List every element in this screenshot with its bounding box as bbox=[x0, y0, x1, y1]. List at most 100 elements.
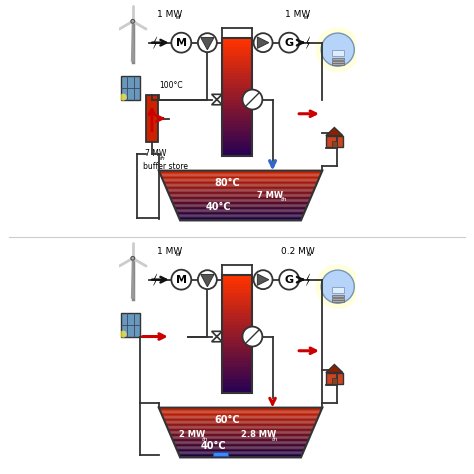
Text: M: M bbox=[176, 274, 187, 285]
Polygon shape bbox=[167, 191, 314, 192]
Polygon shape bbox=[160, 174, 321, 176]
Text: el: el bbox=[307, 252, 313, 257]
Text: 7 MW: 7 MW bbox=[257, 191, 283, 200]
Polygon shape bbox=[167, 426, 314, 428]
Polygon shape bbox=[211, 331, 222, 342]
Circle shape bbox=[315, 264, 360, 309]
Bar bbox=[221, 346, 252, 349]
Bar bbox=[221, 287, 252, 290]
Polygon shape bbox=[176, 449, 305, 450]
Text: 7 MW: 7 MW bbox=[145, 149, 166, 158]
Bar bbox=[121, 76, 140, 100]
Polygon shape bbox=[168, 192, 313, 193]
Bar bbox=[221, 349, 252, 352]
Bar bbox=[221, 50, 252, 53]
Polygon shape bbox=[160, 411, 321, 412]
Polygon shape bbox=[131, 258, 135, 299]
Bar bbox=[221, 127, 252, 130]
Bar bbox=[221, 82, 252, 85]
Polygon shape bbox=[166, 187, 315, 188]
Bar bbox=[221, 88, 252, 91]
Circle shape bbox=[279, 33, 299, 53]
Polygon shape bbox=[161, 176, 320, 177]
Polygon shape bbox=[159, 172, 322, 173]
Polygon shape bbox=[257, 37, 269, 48]
Bar bbox=[221, 38, 252, 41]
Text: M: M bbox=[176, 37, 187, 48]
Bar bbox=[221, 73, 252, 76]
Bar bbox=[221, 121, 252, 124]
Polygon shape bbox=[131, 21, 135, 62]
Bar bbox=[332, 142, 337, 147]
Polygon shape bbox=[172, 202, 309, 203]
Polygon shape bbox=[154, 37, 157, 49]
Circle shape bbox=[198, 33, 217, 52]
Bar bbox=[221, 62, 252, 64]
Bar bbox=[221, 59, 252, 62]
Bar bbox=[221, 340, 252, 343]
Bar bbox=[332, 50, 344, 56]
Polygon shape bbox=[201, 274, 214, 287]
Bar bbox=[221, 370, 252, 373]
Bar bbox=[221, 151, 252, 154]
Bar bbox=[221, 138, 252, 142]
Text: th: th bbox=[272, 437, 279, 442]
Bar bbox=[221, 94, 252, 97]
Bar bbox=[221, 361, 252, 364]
Bar bbox=[221, 299, 252, 301]
Polygon shape bbox=[173, 441, 308, 443]
Text: G: G bbox=[284, 37, 294, 48]
Polygon shape bbox=[175, 446, 306, 447]
Bar bbox=[221, 358, 252, 361]
Bar bbox=[221, 355, 252, 358]
Bar bbox=[221, 343, 252, 346]
Bar bbox=[221, 100, 252, 103]
Polygon shape bbox=[257, 274, 269, 285]
Bar bbox=[221, 130, 252, 133]
Polygon shape bbox=[170, 434, 311, 435]
Circle shape bbox=[315, 27, 360, 72]
Bar bbox=[221, 310, 252, 313]
Polygon shape bbox=[164, 184, 317, 185]
Polygon shape bbox=[165, 185, 316, 187]
Bar bbox=[221, 76, 252, 79]
Polygon shape bbox=[170, 432, 311, 434]
Bar bbox=[221, 382, 252, 384]
Polygon shape bbox=[175, 445, 306, 446]
Bar bbox=[221, 334, 252, 337]
Text: G: G bbox=[284, 274, 294, 285]
Text: 80°C: 80°C bbox=[215, 178, 240, 188]
Polygon shape bbox=[170, 197, 311, 198]
Bar bbox=[221, 103, 252, 106]
Polygon shape bbox=[172, 201, 310, 202]
Polygon shape bbox=[177, 451, 304, 452]
Circle shape bbox=[119, 331, 127, 338]
Polygon shape bbox=[177, 450, 304, 451]
Polygon shape bbox=[179, 455, 302, 456]
Polygon shape bbox=[172, 439, 309, 440]
Circle shape bbox=[254, 270, 273, 289]
Bar bbox=[221, 292, 252, 296]
Polygon shape bbox=[166, 424, 315, 425]
Polygon shape bbox=[172, 438, 310, 439]
Circle shape bbox=[321, 270, 354, 303]
Polygon shape bbox=[174, 207, 307, 208]
Bar bbox=[221, 91, 252, 94]
Bar bbox=[221, 290, 252, 292]
Bar bbox=[221, 364, 252, 367]
Polygon shape bbox=[168, 193, 313, 194]
Text: 2.8 MW: 2.8 MW bbox=[241, 430, 276, 439]
Bar bbox=[326, 136, 343, 147]
Bar bbox=[221, 313, 252, 317]
Circle shape bbox=[131, 19, 135, 23]
Bar bbox=[221, 284, 252, 287]
Polygon shape bbox=[178, 452, 303, 454]
Bar bbox=[332, 58, 344, 61]
Polygon shape bbox=[169, 194, 312, 195]
Text: 40°C: 40°C bbox=[205, 202, 231, 212]
Polygon shape bbox=[180, 219, 301, 220]
Polygon shape bbox=[162, 414, 319, 415]
Polygon shape bbox=[170, 195, 311, 197]
Bar bbox=[221, 41, 252, 44]
Polygon shape bbox=[168, 430, 313, 431]
